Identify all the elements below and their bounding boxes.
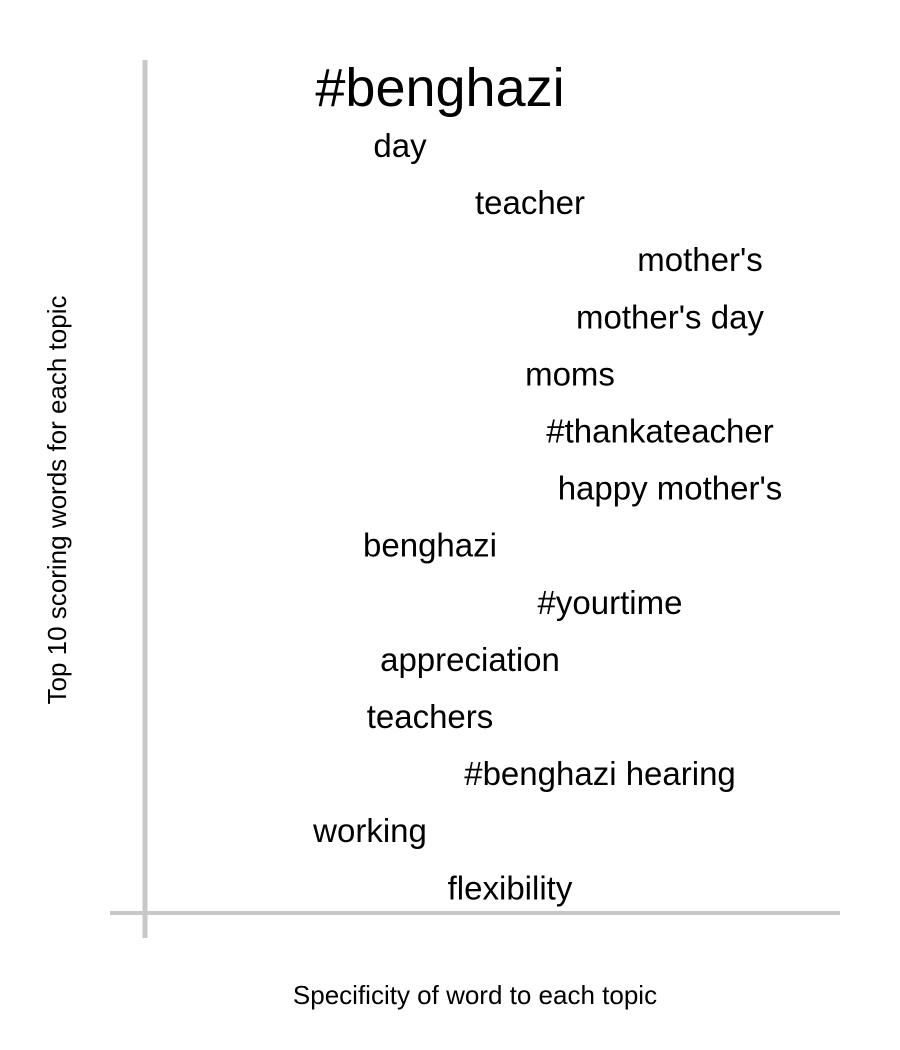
- word-label: #benghazi: [315, 58, 564, 118]
- word-label: mother's: [637, 241, 763, 278]
- word-label: day: [373, 127, 427, 164]
- word-label: moms: [525, 355, 615, 392]
- y-axis-title: Top 10 scoring words for each topic: [42, 296, 72, 705]
- word-label: happy mother's: [558, 470, 783, 507]
- word-label: mother's day: [576, 298, 764, 335]
- word-labels-group: #benghazi day teacher mother's mother's day m…: [312, 58, 782, 906]
- word-label: #thankateacher: [546, 413, 774, 450]
- x-axis-title: Specificity of word to each topic: [293, 980, 657, 1010]
- word-label: benghazi: [363, 527, 497, 564]
- word-label: working: [312, 812, 427, 849]
- word-label: #benghazi hearing: [464, 755, 736, 792]
- word-label: flexibility: [448, 869, 573, 906]
- word-label: #yourtime: [538, 584, 683, 621]
- word-label: teachers: [367, 698, 494, 735]
- word-label: appreciation: [380, 641, 560, 678]
- word-label: teacher: [475, 184, 585, 221]
